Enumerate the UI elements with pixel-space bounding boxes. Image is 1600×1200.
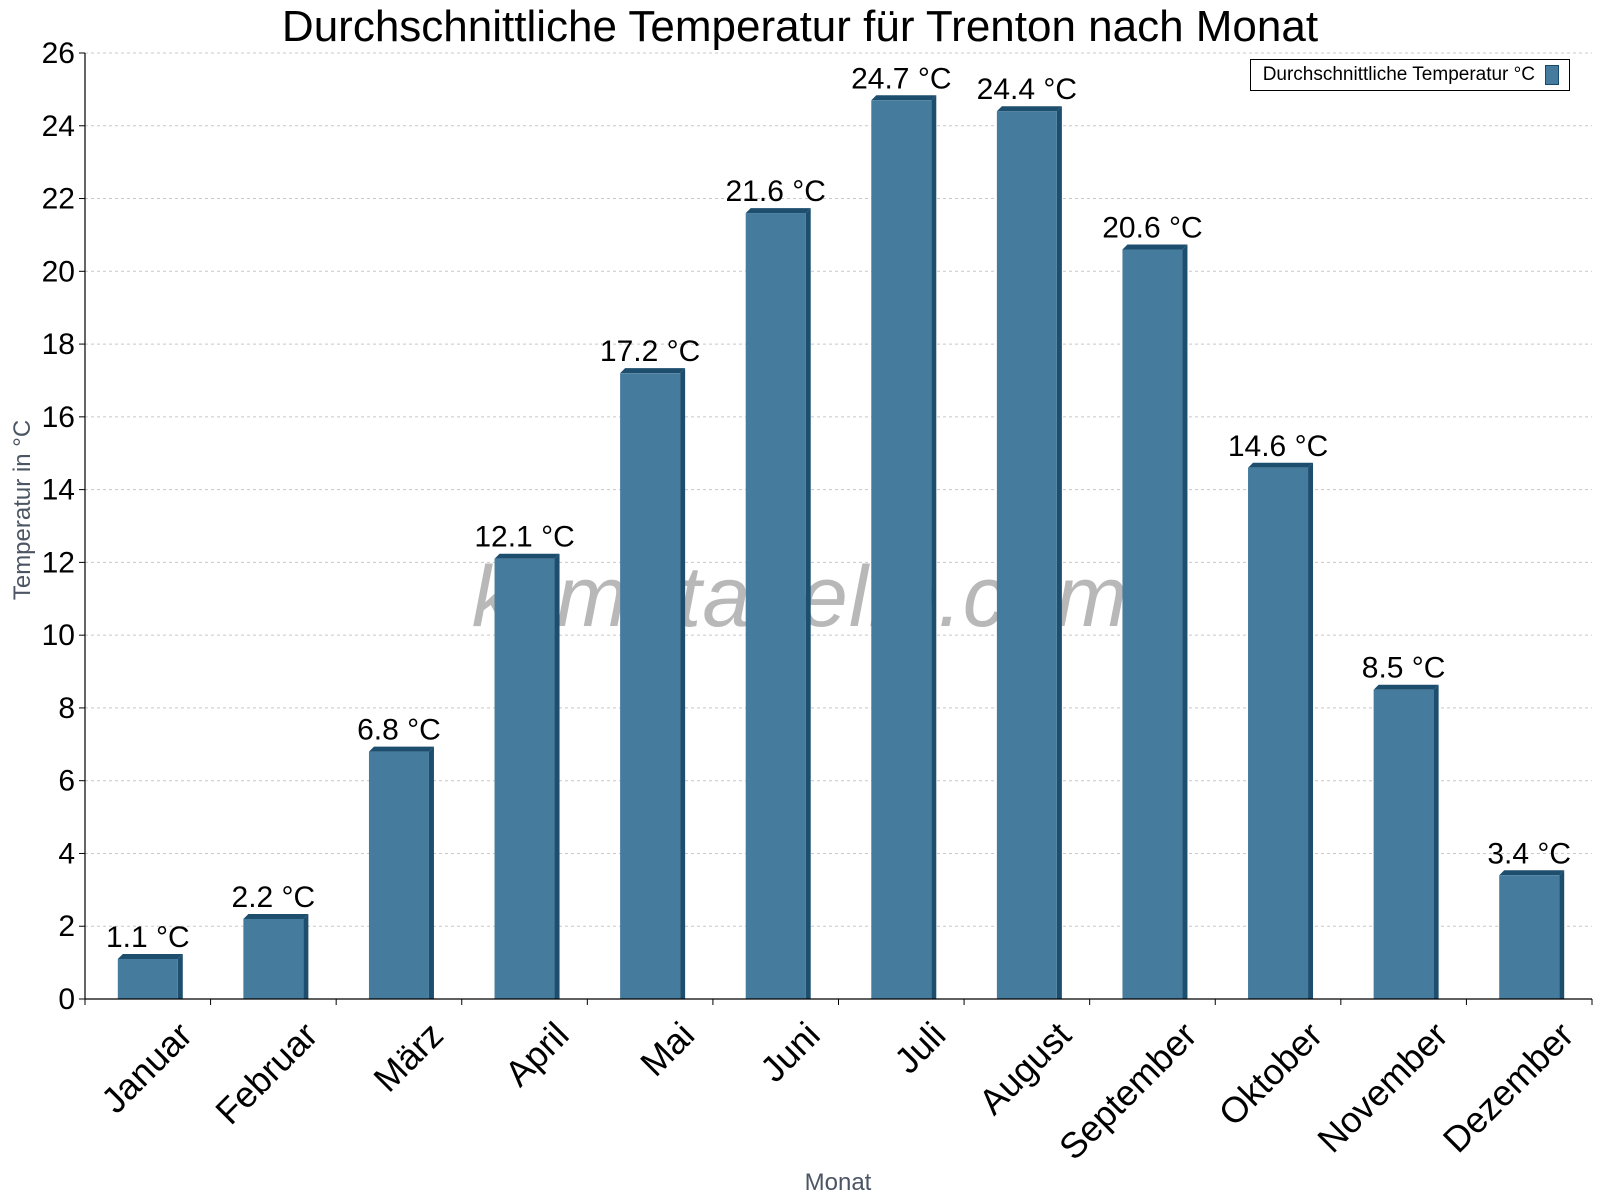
y-tick-label: 2 [58, 910, 75, 943]
data-label: 3.4 °C [1487, 837, 1571, 870]
bar [871, 100, 932, 1000]
bar-top [620, 368, 686, 374]
bar [243, 918, 304, 999]
y-tick-label: 0 [58, 983, 75, 1016]
bar-side [554, 553, 560, 999]
bar [1373, 689, 1434, 999]
data-label: 24.7 °C [851, 62, 951, 95]
data-label: 24.4 °C [977, 73, 1077, 106]
data-label: 17.2 °C [600, 335, 700, 368]
y-tick-label: 16 [42, 401, 75, 434]
y-tick-label: 10 [42, 619, 75, 652]
y-tick-label: 24 [42, 110, 75, 143]
bar [117, 958, 178, 999]
x-tick-label: Oktober [1211, 1014, 1331, 1134]
data-label: 2.2 °C [232, 881, 316, 914]
y-tick-label: 8 [58, 692, 75, 725]
bar-top [117, 953, 183, 959]
x-tick-label: April [497, 1014, 577, 1094]
bar-side [1182, 244, 1188, 999]
bar-top [243, 913, 309, 919]
data-label: 12.1 °C [474, 521, 574, 554]
bar-side [1056, 106, 1062, 999]
bar-top [745, 208, 811, 214]
x-tick-label: Juni [752, 1014, 828, 1090]
bar-side [680, 368, 686, 1000]
y-tick-label: 22 [42, 183, 75, 216]
bar-top [1499, 870, 1565, 876]
y-tick-label: 18 [42, 328, 75, 361]
data-label: 6.8 °C [357, 714, 441, 747]
data-label: 21.6 °C [726, 175, 826, 208]
x-tick-label: September [1051, 1014, 1205, 1168]
legend: Durchschnittliche Temperatur °C [1249, 59, 1570, 91]
y-tick-label: 12 [42, 546, 75, 579]
bar [1122, 249, 1183, 999]
bar-side [1559, 870, 1565, 999]
bar-side [805, 208, 811, 1000]
data-label: 1.1 °C [106, 921, 190, 954]
data-label: 8.5 °C [1362, 652, 1446, 685]
bar-top [494, 553, 560, 559]
bar-side [177, 953, 183, 999]
x-tick-label: Juli [886, 1014, 953, 1081]
bar-side [303, 913, 309, 999]
bar [996, 111, 1057, 999]
chart-title: Durchschnittliche Temperatur für Trenton… [281, 2, 1319, 51]
x-tick-label: Dezember [1435, 1014, 1581, 1160]
bar-top [368, 746, 434, 752]
grid-lines [85, 52, 1592, 927]
axes [79, 52, 1593, 1005]
y-tick-label: 4 [58, 837, 75, 870]
bar [494, 558, 555, 999]
x-tick-label: März [365, 1014, 451, 1100]
bar [620, 373, 681, 1000]
y-tick-label: 14 [42, 474, 75, 507]
bars [117, 95, 1565, 1000]
y-tick-label: 6 [58, 765, 75, 798]
y-axis-label: Temperatur in °C [9, 420, 36, 600]
bar-side [1433, 684, 1439, 999]
bar-top [1373, 684, 1439, 690]
x-axis-label: Monat [805, 1169, 872, 1196]
x-tick-label: Januar [93, 1014, 200, 1121]
bar [1248, 467, 1309, 999]
y-tick-label: 20 [42, 255, 75, 288]
bar [745, 213, 806, 1000]
legend-label: Durchschnittliche Temperatur °C [1262, 64, 1535, 85]
bar-side [931, 95, 937, 1000]
data-label: 20.6 °C [1102, 211, 1202, 244]
legend-swatch [1545, 65, 1559, 85]
bar-side [428, 746, 434, 999]
bar-side [1308, 462, 1314, 999]
x-tick-label: Februar [207, 1014, 325, 1132]
bar [368, 751, 429, 999]
data-labels: 1.1 °C 2.2 °C 6.8 °C 12.1 °C 17.2 °C 21.6 °C 2… [106, 62, 1571, 954]
bar-top [1122, 244, 1188, 250]
x-tick-label: August [971, 1014, 1079, 1122]
x-tick-label: November [1309, 1014, 1455, 1160]
bar-top [871, 95, 937, 101]
bar-top [1248, 462, 1314, 468]
bar [1499, 875, 1560, 999]
y-tick-label: 26 [42, 37, 75, 70]
x-tick-label: Mai [632, 1014, 702, 1084]
data-label: 14.6 °C [1228, 430, 1328, 463]
bar-top [996, 106, 1062, 112]
